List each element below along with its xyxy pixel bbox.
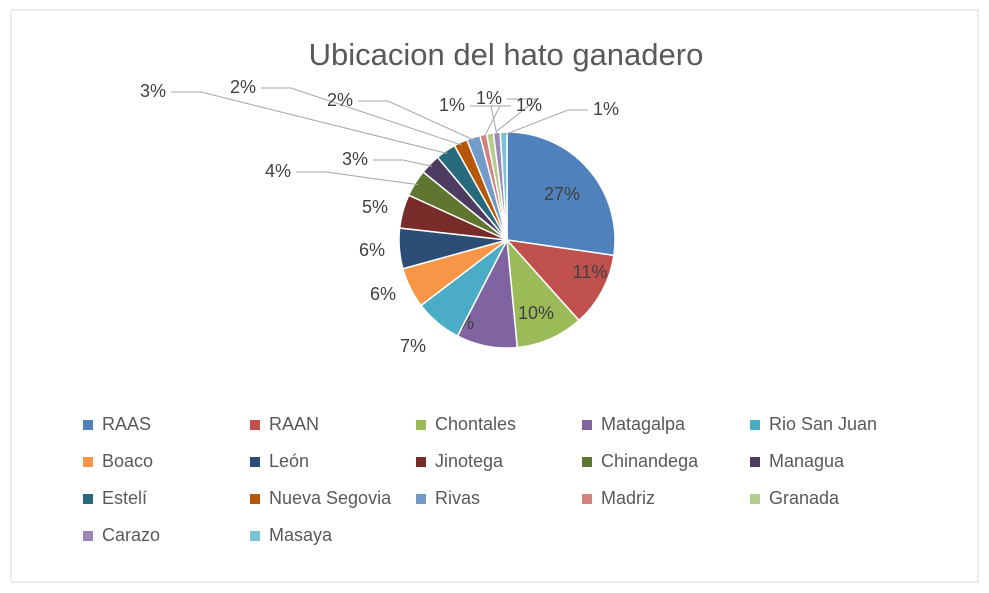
legend-label: Boaco xyxy=(102,451,153,471)
legend-label: Estelí xyxy=(102,488,147,508)
legend-swatch xyxy=(250,531,260,541)
leader-line xyxy=(171,91,448,154)
legend-swatch xyxy=(750,457,760,467)
data-label: 6% xyxy=(359,240,385,260)
chart-title: Ubicacion del hato ganadero xyxy=(309,37,704,72)
leader-line xyxy=(490,98,539,137)
legend-label: Chontales xyxy=(435,414,516,434)
legend-label: Carazo xyxy=(102,525,160,545)
legend-label: Rivas xyxy=(435,488,480,508)
legend-swatch xyxy=(250,420,260,430)
data-label: 27% xyxy=(544,184,580,204)
legend-label: Chinandega xyxy=(601,451,699,471)
legend-swatch xyxy=(83,420,93,430)
data-label: 11% xyxy=(573,262,608,282)
data-label: 1% xyxy=(476,88,502,108)
legend-label: Jinotega xyxy=(435,451,504,471)
legend-swatch xyxy=(416,420,426,430)
legend-label: Matagalpa xyxy=(601,414,686,434)
legend-label: Managua xyxy=(769,451,845,471)
legend-label: RAAN xyxy=(269,414,319,434)
leader-line xyxy=(358,100,475,141)
data-label: 6% xyxy=(370,284,396,304)
legend-swatch xyxy=(416,494,426,504)
legend-swatch xyxy=(83,457,93,467)
legend-label: RAAS xyxy=(102,414,151,434)
legend-swatch xyxy=(582,494,592,504)
legend-swatch xyxy=(83,531,93,541)
data-label: 5% xyxy=(362,197,388,217)
legend-label: Rio San Juan xyxy=(769,414,877,434)
legend-label: Granada xyxy=(769,488,840,508)
legend-label: Madriz xyxy=(601,488,655,508)
leader-line xyxy=(296,171,418,186)
data-label: 1% xyxy=(439,95,465,115)
data-label: 1% xyxy=(593,99,619,119)
legend-label: Nueva Segovia xyxy=(269,488,392,508)
pie-slice xyxy=(499,131,508,241)
legend-swatch xyxy=(582,457,592,467)
legend-swatch xyxy=(250,494,260,504)
data-label: 2% xyxy=(230,77,256,97)
legend-swatch xyxy=(250,457,260,467)
data-label: 3% xyxy=(342,149,368,169)
pie-slice xyxy=(505,238,615,322)
pie-slice xyxy=(506,131,616,257)
data-label: 3% xyxy=(140,81,166,101)
data-label: 2% xyxy=(327,90,353,110)
leader-line xyxy=(373,159,433,167)
legend-swatch xyxy=(750,420,760,430)
legend-label: Masaya xyxy=(269,525,333,545)
legend-swatch xyxy=(750,494,760,504)
leader-line xyxy=(503,109,588,136)
data-label: 4% xyxy=(265,161,291,181)
legend-swatch xyxy=(416,457,426,467)
data-label: 10% xyxy=(518,303,554,323)
leader-line xyxy=(261,87,463,146)
data-label: 1% xyxy=(516,95,542,115)
legend-swatch xyxy=(83,494,93,504)
legend-swatch xyxy=(582,420,592,430)
data-label: 7% xyxy=(400,336,426,356)
legend-label: León xyxy=(269,451,309,471)
leader-line xyxy=(490,105,511,136)
